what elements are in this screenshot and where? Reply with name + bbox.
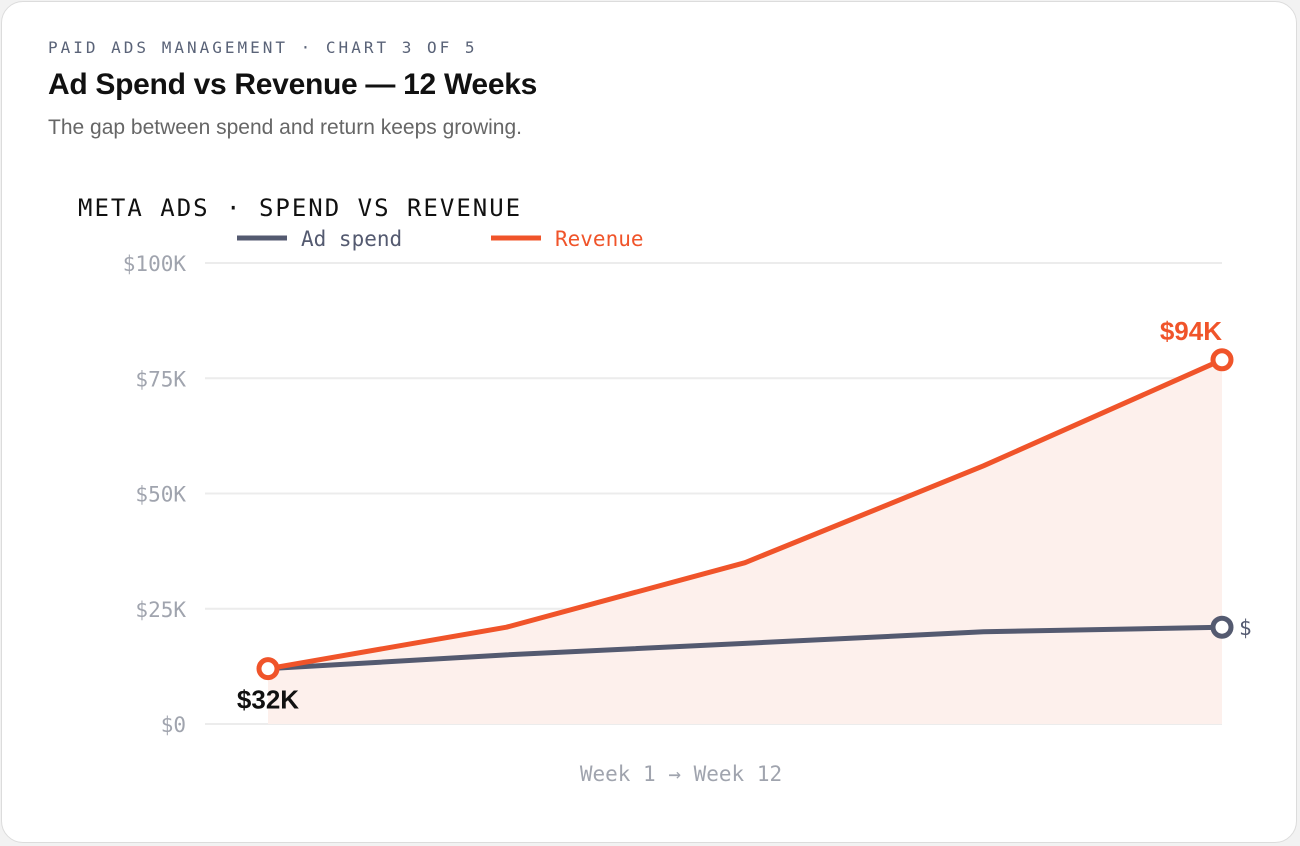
series-line-revenue [265, 357, 1225, 672]
legend-label-revenue: Revenue [555, 227, 644, 251]
y-tick-label: $0 [161, 713, 186, 737]
spend-end-point [1210, 615, 1234, 639]
revenue-area [268, 359, 1222, 724]
y-tick-label: $75K [135, 367, 186, 391]
page-title: Ad Spend vs Revenue — 12 Weeks [48, 68, 537, 101]
page-subtitle: The gap between spend and return keeps g… [48, 116, 522, 139]
revenue-end-label: $94K [1160, 316, 1222, 346]
revenue-end-point [1210, 348, 1234, 372]
revenue-start-point [256, 657, 280, 681]
legend: Ad spend Revenue [237, 227, 644, 251]
y-tick-label: $25K [135, 598, 186, 622]
y-axis: $0 $25K $50K $75K $100K [123, 252, 187, 737]
x-axis-label: Week 1 → Week 12 [580, 762, 782, 786]
y-tick-label: $100K [123, 252, 187, 276]
revenue-start-label: $32K [237, 685, 299, 715]
series-line-ad-spend [265, 624, 1225, 672]
eyebrow-label: PAID ADS MANAGEMENT · CHART 3 OF 5 [48, 38, 478, 57]
plot-area: $ $32K $94K [237, 316, 1252, 724]
chart-title: META ADS · SPEND VS REVENUE [78, 194, 522, 222]
y-tick-label: $50K [135, 483, 186, 507]
legend-label-spend: Ad spend [301, 227, 402, 251]
spend-end-label: $ [1239, 616, 1252, 640]
